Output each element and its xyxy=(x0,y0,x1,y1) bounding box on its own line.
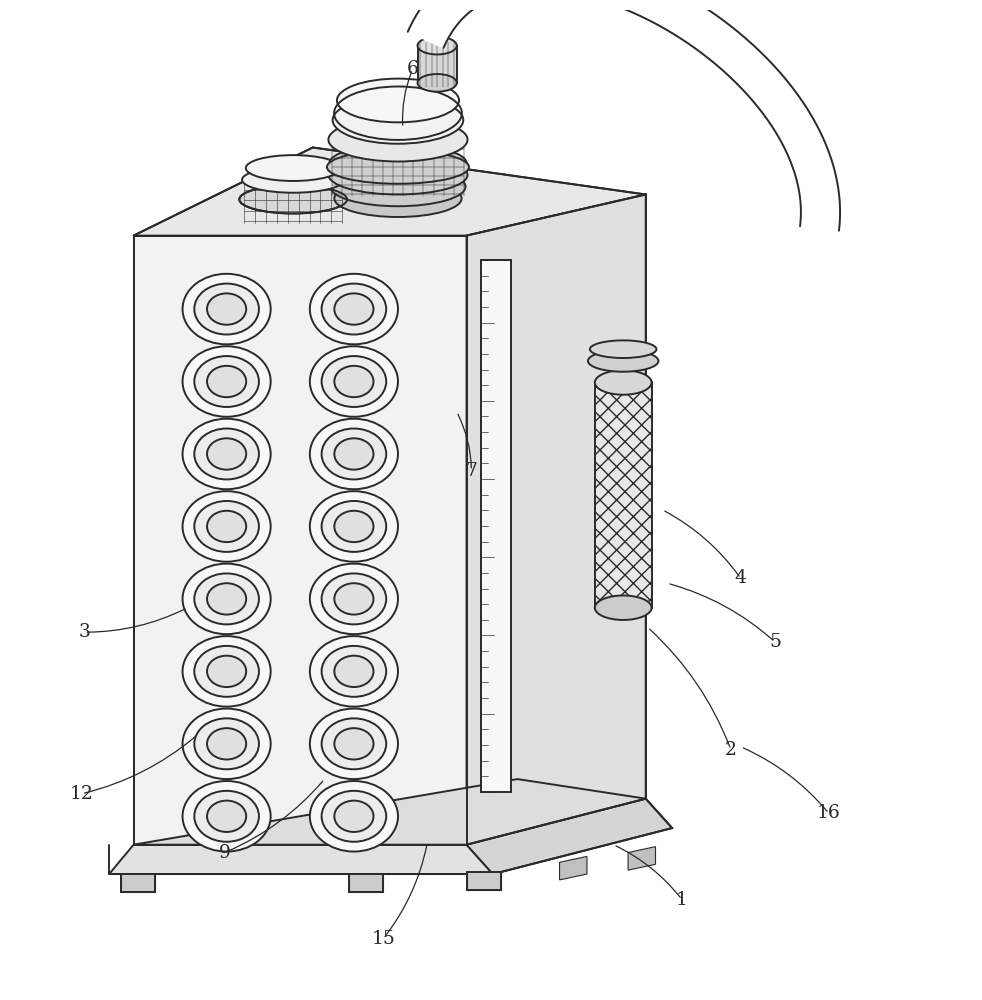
Ellipse shape xyxy=(334,656,373,687)
Ellipse shape xyxy=(240,185,347,213)
Text: 6: 6 xyxy=(407,60,418,78)
Ellipse shape xyxy=(207,293,246,325)
Ellipse shape xyxy=(321,791,386,842)
Ellipse shape xyxy=(207,438,246,470)
Ellipse shape xyxy=(595,595,652,620)
Polygon shape xyxy=(134,147,646,236)
Ellipse shape xyxy=(321,646,386,697)
Ellipse shape xyxy=(183,781,271,852)
Ellipse shape xyxy=(334,438,373,470)
Ellipse shape xyxy=(310,781,398,852)
Ellipse shape xyxy=(333,96,464,144)
Ellipse shape xyxy=(207,801,246,832)
Polygon shape xyxy=(466,872,501,890)
Ellipse shape xyxy=(194,791,259,842)
Text: 16: 16 xyxy=(817,804,841,822)
Ellipse shape xyxy=(207,366,246,397)
Text: 5: 5 xyxy=(769,633,781,651)
Ellipse shape xyxy=(194,429,259,479)
Ellipse shape xyxy=(207,583,246,615)
Ellipse shape xyxy=(417,74,457,92)
Ellipse shape xyxy=(194,718,259,769)
Ellipse shape xyxy=(207,511,246,542)
Polygon shape xyxy=(134,236,466,845)
Ellipse shape xyxy=(330,167,465,206)
Ellipse shape xyxy=(321,501,386,552)
Bar xyxy=(481,260,511,792)
Ellipse shape xyxy=(334,366,373,397)
Ellipse shape xyxy=(595,370,652,395)
Ellipse shape xyxy=(242,167,345,193)
Ellipse shape xyxy=(207,728,246,759)
Ellipse shape xyxy=(321,356,386,407)
Polygon shape xyxy=(560,856,587,880)
Ellipse shape xyxy=(321,284,386,335)
Polygon shape xyxy=(109,845,493,874)
Polygon shape xyxy=(466,194,646,845)
Polygon shape xyxy=(121,874,155,892)
Ellipse shape xyxy=(337,79,459,122)
Ellipse shape xyxy=(334,728,373,759)
Ellipse shape xyxy=(321,573,386,624)
Ellipse shape xyxy=(246,155,341,181)
Ellipse shape xyxy=(310,709,398,779)
Ellipse shape xyxy=(310,636,398,707)
Ellipse shape xyxy=(334,801,373,832)
Text: 2: 2 xyxy=(725,741,736,759)
Ellipse shape xyxy=(183,419,271,489)
Ellipse shape xyxy=(194,284,259,335)
Polygon shape xyxy=(134,779,646,845)
Ellipse shape xyxy=(310,419,398,489)
Ellipse shape xyxy=(328,118,467,162)
Ellipse shape xyxy=(328,155,467,194)
Ellipse shape xyxy=(310,564,398,634)
Ellipse shape xyxy=(194,356,259,407)
Text: 3: 3 xyxy=(79,623,90,641)
Ellipse shape xyxy=(588,350,659,372)
Text: 1: 1 xyxy=(676,891,687,909)
Ellipse shape xyxy=(183,564,271,634)
Ellipse shape xyxy=(183,274,271,344)
Polygon shape xyxy=(408,0,840,231)
Polygon shape xyxy=(628,847,656,870)
Ellipse shape xyxy=(334,180,462,217)
Ellipse shape xyxy=(310,491,398,562)
Ellipse shape xyxy=(334,583,373,615)
Ellipse shape xyxy=(321,429,386,479)
Ellipse shape xyxy=(590,340,657,358)
Ellipse shape xyxy=(327,150,469,184)
Text: 12: 12 xyxy=(70,785,93,803)
Text: 4: 4 xyxy=(735,569,746,587)
Polygon shape xyxy=(417,46,457,83)
Ellipse shape xyxy=(194,646,259,697)
Text: 15: 15 xyxy=(371,930,395,948)
Ellipse shape xyxy=(183,491,271,562)
Ellipse shape xyxy=(310,346,398,417)
Bar xyxy=(595,382,652,608)
Text: 9: 9 xyxy=(219,844,231,862)
Text: 7: 7 xyxy=(465,462,477,480)
Ellipse shape xyxy=(183,709,271,779)
Ellipse shape xyxy=(194,501,259,552)
Polygon shape xyxy=(466,799,672,874)
Ellipse shape xyxy=(321,718,386,769)
Ellipse shape xyxy=(329,145,466,182)
Polygon shape xyxy=(349,874,383,892)
Ellipse shape xyxy=(183,346,271,417)
Ellipse shape xyxy=(334,293,373,325)
Ellipse shape xyxy=(194,573,259,624)
Ellipse shape xyxy=(417,37,457,54)
Ellipse shape xyxy=(183,636,271,707)
Ellipse shape xyxy=(310,274,398,344)
Ellipse shape xyxy=(334,511,373,542)
Ellipse shape xyxy=(207,656,246,687)
